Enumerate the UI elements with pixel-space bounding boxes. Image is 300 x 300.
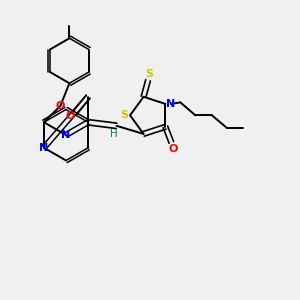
Text: N: N <box>39 143 49 153</box>
Text: O: O <box>56 101 65 111</box>
Text: N: N <box>166 99 176 109</box>
Text: H: H <box>110 129 118 139</box>
Text: S: S <box>146 69 154 79</box>
Text: O: O <box>65 111 75 121</box>
Text: O: O <box>168 144 178 154</box>
Text: S: S <box>121 110 129 120</box>
Text: N: N <box>61 130 70 140</box>
